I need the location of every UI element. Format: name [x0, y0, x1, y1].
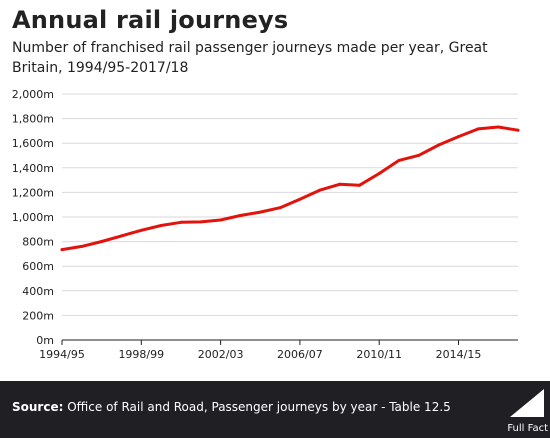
series-group	[60, 125, 520, 252]
y-tick-label: 1,000m	[12, 211, 54, 224]
data-point	[516, 128, 520, 132]
y-axis-tick-labels: 0m 200m 400m 600m 800m 1,000m 1,200m 1,400m 1,60…	[12, 88, 54, 347]
data-point	[80, 244, 84, 248]
data-point	[159, 224, 163, 227]
data-point	[199, 220, 203, 224]
x-tick-label: 2006/07	[277, 348, 323, 361]
data-point	[318, 188, 322, 192]
source-text: Office of Rail and Road, Passenger journ…	[67, 400, 451, 414]
data-point	[417, 153, 421, 157]
data-point	[258, 210, 262, 214]
y-tick-label: 800m	[22, 236, 54, 249]
x-tick-label: 2002/03	[198, 348, 244, 361]
y-tick-label: 1,800m	[12, 113, 54, 126]
logo-tick-icon	[510, 389, 544, 417]
source-note: Source: Office of Rail and Road, Passeng…	[12, 400, 451, 414]
data-point	[357, 183, 361, 187]
data-point	[60, 248, 64, 252]
data-point	[298, 197, 302, 201]
data-point	[179, 220, 183, 224]
y-tick-label: 1,400m	[12, 162, 54, 175]
chart-title: Annual rail journeys	[12, 6, 289, 34]
data-point	[100, 240, 104, 243]
x-tick-label: 1994/95	[39, 348, 85, 361]
y-tick-label: 0m	[36, 334, 54, 347]
source-label: Source:	[12, 400, 64, 414]
x-axis	[61, 339, 518, 345]
data-point	[457, 135, 460, 139]
data-point	[377, 172, 381, 175]
y-tick-label: 400m	[22, 285, 54, 298]
data-point	[139, 228, 143, 232]
data-point	[476, 127, 480, 131]
x-axis-tick-labels: 1994/95 1998/99 2002/03 2006/07 2010/11 2014/…	[39, 348, 481, 361]
gridlines	[62, 93, 518, 316]
logo-text: Full Fact	[507, 423, 548, 434]
data-point	[238, 214, 242, 217]
data-point	[338, 182, 342, 186]
y-tick-label: 1,200m	[12, 186, 54, 199]
data-point	[219, 218, 223, 222]
series-line	[60, 125, 520, 252]
y-tick-label: 2,000m	[12, 88, 54, 101]
full-fact-logo: Full Fact	[504, 387, 550, 435]
x-tick-label: 1998/99	[118, 348, 164, 361]
x-tick-label: 2010/11	[356, 348, 402, 361]
y-tick-label: 200m	[22, 309, 54, 322]
data-point	[437, 143, 441, 147]
y-tick-label: 600m	[22, 260, 54, 273]
data-point	[278, 206, 282, 210]
source-footer: Source: Office of Rail and Road, Passeng…	[0, 381, 550, 438]
chart-subtitle: Number of franchised rail passenger jour…	[12, 40, 488, 76]
data-point	[496, 125, 500, 129]
data-point	[397, 158, 401, 162]
line-chart: 0m 200m 400m 600m 800m 1,000m 1,200m 1,400m 1,60…	[12, 88, 520, 361]
x-tick-label: 2014/15	[436, 348, 482, 361]
data-point	[120, 234, 123, 238]
y-tick-label: 1,600m	[12, 137, 54, 150]
